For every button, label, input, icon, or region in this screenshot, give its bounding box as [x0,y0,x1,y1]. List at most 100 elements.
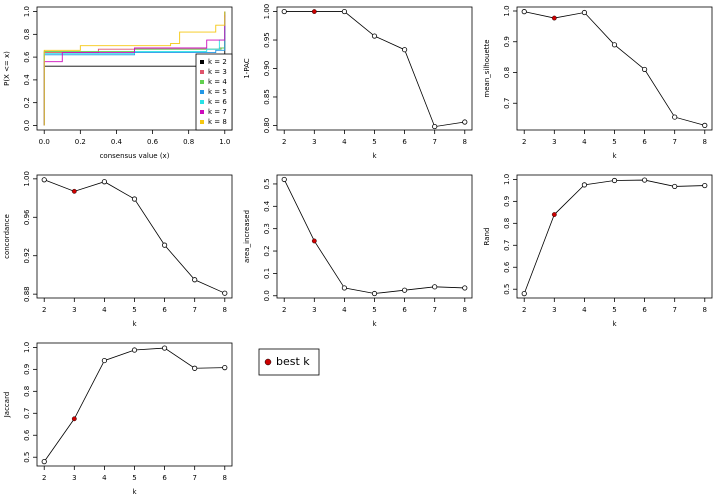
legend-swatch [200,70,204,74]
x-tick-label: 0.8 [183,138,194,146]
point [581,9,588,16]
point [281,176,287,183]
x-tick-label: 1.0 [219,138,230,146]
y-tick-label: 0.2 [23,97,31,108]
point [161,345,168,351]
y-tick-label: 0.7 [503,240,511,251]
y-tick-label: 0.1 [263,268,271,279]
legend-label: k = 3 [208,68,227,76]
y-axis-label: area_increased [243,210,251,263]
plot-frame [36,174,233,299]
legend-marker [264,358,272,366]
x-tick-label: 7 [192,474,196,482]
x-tick-label: 5 [132,306,136,314]
line [284,11,465,128]
x-tick-label: 3 [72,474,76,482]
x-tick-label: 4 [582,306,587,314]
y-tick-label: 0.6 [23,51,31,63]
legend-swatch [200,90,204,94]
x-tick-label: 2 [282,138,286,146]
best-point [551,212,557,217]
y-tick-label: 0.7 [23,408,31,419]
point [41,459,47,465]
point [41,177,47,183]
point [222,290,228,296]
x-tick-label: 3 [72,306,76,314]
x-tick-label: 7 [192,306,196,314]
y-tick-label: 0.6 [23,429,31,441]
y-tick-label: 0.5 [503,284,511,295]
x-tick-label: 6 [162,474,167,482]
x-tick-label: 0.6 [147,138,159,146]
x-tick-label: 3 [552,306,556,314]
point [521,9,527,15]
point [192,277,198,283]
point [131,196,138,202]
point [371,33,378,39]
point [702,122,708,128]
legend-swatch [200,80,204,84]
x-tick-label: 2 [522,138,526,146]
y-axis-label: Jaccard [3,392,11,419]
y-tick-label: 0.9 [503,196,511,207]
y-tick-label: 0.88 [23,286,31,302]
point [222,364,228,371]
point [641,66,648,73]
x-tick-label: 8 [703,138,707,146]
y-tick-label: 0.95 [263,32,271,48]
point [101,357,108,364]
best-point [311,9,317,14]
y-tick-label: 0.96 [23,209,31,225]
legend-swatch [200,60,204,64]
legend-label: k = 4 [208,78,227,86]
legend-swatch [200,120,204,124]
y-tick-label: 0.9 [23,364,31,375]
plot-frame [36,342,233,467]
plot-frame [276,174,473,299]
point [131,347,138,353]
y-tick-label: 0.8 [503,67,511,78]
best-point [71,188,77,194]
best-point [551,15,557,21]
x-tick-label: 8 [463,306,467,314]
y-axis-label: Rand [483,228,491,246]
line [523,179,705,294]
x-tick-label: 2 [522,306,526,314]
point [401,287,408,293]
point [672,114,678,120]
x-tick-label: 8 [223,306,227,314]
y-axis-label: concordance [3,214,11,259]
x-tick-label: 6 [402,306,407,314]
point [702,182,708,189]
y-tick-label: 1.0 [23,342,31,353]
ecdf-line [43,11,226,126]
x-tick-label: 8 [463,138,467,146]
y-tick-label: 1.00 [263,4,271,20]
y-tick-label: 1.0 [503,5,511,16]
y-tick-label: 0.8 [23,386,31,397]
y-tick-label: 0.4 [23,74,31,86]
y-tick-label: 1.0 [503,174,511,185]
x-tick-label: 8 [703,306,707,314]
y-tick-label: 0.92 [23,248,31,264]
best-point [311,238,317,244]
point [611,42,618,48]
x-tick-label: 3 [312,306,316,314]
x-tick-label: 4 [342,138,347,146]
legend-swatch [200,100,204,104]
y-axis-label: mean_silhouette [483,39,491,97]
plot-frame [276,6,473,131]
x-tick-label: 5 [132,474,136,482]
point [371,290,378,297]
x-tick-label: 4 [342,306,347,314]
point [432,284,438,290]
x-axis-label: k [372,320,377,328]
y-tick-label: 1.0 [23,6,31,17]
y-tick-label: 0.85 [263,89,271,105]
y-tick-label: 0.8 [503,218,511,229]
y-tick-label: 0.3 [263,223,271,234]
x-axis-label: k [132,320,137,328]
x-axis-label: k [132,488,137,496]
y-tick-label: 0.7 [503,98,511,109]
